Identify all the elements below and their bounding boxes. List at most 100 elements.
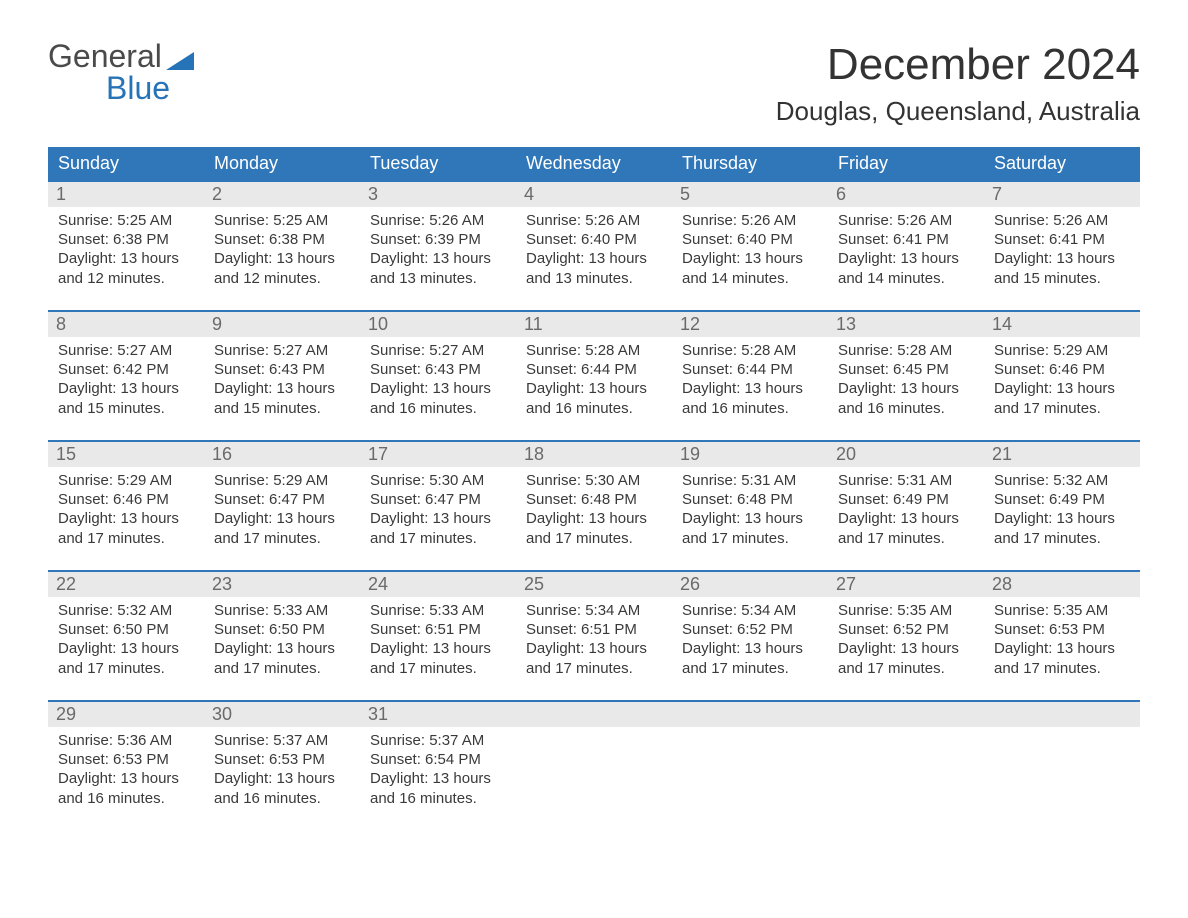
day-cell: 18Sunrise: 5:30 AMSunset: 6:48 PMDayligh… xyxy=(516,442,672,570)
sunrise-line: Sunrise: 5:29 AM xyxy=(58,471,194,490)
day-number: 2 xyxy=(204,182,360,207)
sunrise-line: Sunrise: 5:34 AM xyxy=(526,601,662,620)
daylight-line: Daylight: 13 hours and 17 minutes. xyxy=(994,379,1130,417)
day-body: Sunrise: 5:26 AMSunset: 6:41 PMDaylight:… xyxy=(828,207,984,288)
sunrise-line: Sunrise: 5:35 AM xyxy=(994,601,1130,620)
day-body: Sunrise: 5:28 AMSunset: 6:44 PMDaylight:… xyxy=(672,337,828,418)
header: General Blue December 2024 Douglas, Quee… xyxy=(48,40,1140,139)
sunrise-line: Sunrise: 5:33 AM xyxy=(214,601,350,620)
sunset-line: Sunset: 6:52 PM xyxy=(682,620,818,639)
daylight-line: Daylight: 13 hours and 14 minutes. xyxy=(838,249,974,287)
day-number: 30 xyxy=(204,702,360,727)
day-cell: 26Sunrise: 5:34 AMSunset: 6:52 PMDayligh… xyxy=(672,572,828,700)
week-row: 8Sunrise: 5:27 AMSunset: 6:42 PMDaylight… xyxy=(48,310,1140,440)
day-cell: 19Sunrise: 5:31 AMSunset: 6:48 PMDayligh… xyxy=(672,442,828,570)
day-body: Sunrise: 5:25 AMSunset: 6:38 PMDaylight:… xyxy=(204,207,360,288)
weekday-monday: Monday xyxy=(204,147,360,180)
day-body: Sunrise: 5:36 AMSunset: 6:53 PMDaylight:… xyxy=(48,727,204,808)
day-cell: 20Sunrise: 5:31 AMSunset: 6:49 PMDayligh… xyxy=(828,442,984,570)
day-cell: 22Sunrise: 5:32 AMSunset: 6:50 PMDayligh… xyxy=(48,572,204,700)
sunrise-line: Sunrise: 5:28 AM xyxy=(682,341,818,360)
daylight-line: Daylight: 13 hours and 15 minutes. xyxy=(994,249,1130,287)
day-cell: 5Sunrise: 5:26 AMSunset: 6:40 PMDaylight… xyxy=(672,182,828,310)
day-body: Sunrise: 5:28 AMSunset: 6:44 PMDaylight:… xyxy=(516,337,672,418)
title-block: December 2024 Douglas, Queensland, Austr… xyxy=(776,40,1140,139)
calendar: SundayMondayTuesdayWednesdayThursdayFrid… xyxy=(48,147,1140,830)
day-body: Sunrise: 5:31 AMSunset: 6:48 PMDaylight:… xyxy=(672,467,828,548)
day-cell: 25Sunrise: 5:34 AMSunset: 6:51 PMDayligh… xyxy=(516,572,672,700)
logo-sail-icon xyxy=(166,52,194,70)
day-body: Sunrise: 5:27 AMSunset: 6:43 PMDaylight:… xyxy=(204,337,360,418)
day-body: Sunrise: 5:27 AMSunset: 6:43 PMDaylight:… xyxy=(360,337,516,418)
sunrise-line: Sunrise: 5:26 AM xyxy=(838,211,974,230)
day-body: Sunrise: 5:34 AMSunset: 6:51 PMDaylight:… xyxy=(516,597,672,678)
sunset-line: Sunset: 6:44 PM xyxy=(682,360,818,379)
day-number: 10 xyxy=(360,312,516,337)
location-title: Douglas, Queensland, Australia xyxy=(776,96,1140,127)
day-body: Sunrise: 5:27 AMSunset: 6:42 PMDaylight:… xyxy=(48,337,204,418)
week-row: 22Sunrise: 5:32 AMSunset: 6:50 PMDayligh… xyxy=(48,570,1140,700)
day-number: 4 xyxy=(516,182,672,207)
sunset-line: Sunset: 6:45 PM xyxy=(838,360,974,379)
week-row: 1Sunrise: 5:25 AMSunset: 6:38 PMDaylight… xyxy=(48,180,1140,310)
daylight-line: Daylight: 13 hours and 13 minutes. xyxy=(526,249,662,287)
daylight-line: Daylight: 13 hours and 17 minutes. xyxy=(994,639,1130,677)
sunset-line: Sunset: 6:50 PM xyxy=(214,620,350,639)
logo-word-2: Blue xyxy=(48,72,194,104)
daylight-line: Daylight: 13 hours and 16 minutes. xyxy=(370,769,506,807)
day-cell: 9Sunrise: 5:27 AMSunset: 6:43 PMDaylight… xyxy=(204,312,360,440)
sunset-line: Sunset: 6:41 PM xyxy=(994,230,1130,249)
weekday-tuesday: Tuesday xyxy=(360,147,516,180)
sunset-line: Sunset: 6:44 PM xyxy=(526,360,662,379)
day-cell: 17Sunrise: 5:30 AMSunset: 6:47 PMDayligh… xyxy=(360,442,516,570)
day-number xyxy=(984,702,1140,727)
day-number: 6 xyxy=(828,182,984,207)
day-cell: 31Sunrise: 5:37 AMSunset: 6:54 PMDayligh… xyxy=(360,702,516,830)
day-cell: 6Sunrise: 5:26 AMSunset: 6:41 PMDaylight… xyxy=(828,182,984,310)
day-number: 9 xyxy=(204,312,360,337)
sunset-line: Sunset: 6:40 PM xyxy=(682,230,818,249)
weekday-header-row: SundayMondayTuesdayWednesdayThursdayFrid… xyxy=(48,147,1140,180)
day-number: 23 xyxy=(204,572,360,597)
day-body: Sunrise: 5:25 AMSunset: 6:38 PMDaylight:… xyxy=(48,207,204,288)
sunset-line: Sunset: 6:47 PM xyxy=(214,490,350,509)
week-row: 29Sunrise: 5:36 AMSunset: 6:53 PMDayligh… xyxy=(48,700,1140,830)
day-body: Sunrise: 5:30 AMSunset: 6:47 PMDaylight:… xyxy=(360,467,516,548)
day-number: 31 xyxy=(360,702,516,727)
day-cell: 3Sunrise: 5:26 AMSunset: 6:39 PMDaylight… xyxy=(360,182,516,310)
sunrise-line: Sunrise: 5:26 AM xyxy=(682,211,818,230)
day-cell: 15Sunrise: 5:29 AMSunset: 6:46 PMDayligh… xyxy=(48,442,204,570)
day-cell xyxy=(516,702,672,830)
day-cell: 7Sunrise: 5:26 AMSunset: 6:41 PMDaylight… xyxy=(984,182,1140,310)
day-body: Sunrise: 5:29 AMSunset: 6:47 PMDaylight:… xyxy=(204,467,360,548)
day-cell: 13Sunrise: 5:28 AMSunset: 6:45 PMDayligh… xyxy=(828,312,984,440)
daylight-line: Daylight: 13 hours and 17 minutes. xyxy=(526,639,662,677)
sunset-line: Sunset: 6:48 PM xyxy=(682,490,818,509)
day-body: Sunrise: 5:33 AMSunset: 6:50 PMDaylight:… xyxy=(204,597,360,678)
day-cell: 2Sunrise: 5:25 AMSunset: 6:38 PMDaylight… xyxy=(204,182,360,310)
day-cell: 29Sunrise: 5:36 AMSunset: 6:53 PMDayligh… xyxy=(48,702,204,830)
day-number: 15 xyxy=(48,442,204,467)
sunset-line: Sunset: 6:51 PM xyxy=(526,620,662,639)
sunrise-line: Sunrise: 5:27 AM xyxy=(58,341,194,360)
day-number: 29 xyxy=(48,702,204,727)
daylight-line: Daylight: 13 hours and 15 minutes. xyxy=(214,379,350,417)
sunrise-line: Sunrise: 5:29 AM xyxy=(994,341,1130,360)
sunrise-line: Sunrise: 5:31 AM xyxy=(682,471,818,490)
sunrise-line: Sunrise: 5:36 AM xyxy=(58,731,194,750)
day-number: 19 xyxy=(672,442,828,467)
daylight-line: Daylight: 13 hours and 16 minutes. xyxy=(838,379,974,417)
day-cell: 12Sunrise: 5:28 AMSunset: 6:44 PMDayligh… xyxy=(672,312,828,440)
daylight-line: Daylight: 13 hours and 16 minutes. xyxy=(214,769,350,807)
day-number: 28 xyxy=(984,572,1140,597)
day-body: Sunrise: 5:30 AMSunset: 6:48 PMDaylight:… xyxy=(516,467,672,548)
day-cell: 24Sunrise: 5:33 AMSunset: 6:51 PMDayligh… xyxy=(360,572,516,700)
sunrise-line: Sunrise: 5:28 AM xyxy=(838,341,974,360)
daylight-line: Daylight: 13 hours and 16 minutes. xyxy=(370,379,506,417)
sunset-line: Sunset: 6:53 PM xyxy=(994,620,1130,639)
day-cell: 11Sunrise: 5:28 AMSunset: 6:44 PMDayligh… xyxy=(516,312,672,440)
day-number: 22 xyxy=(48,572,204,597)
daylight-line: Daylight: 13 hours and 17 minutes. xyxy=(214,639,350,677)
day-number: 25 xyxy=(516,572,672,597)
day-number: 1 xyxy=(48,182,204,207)
